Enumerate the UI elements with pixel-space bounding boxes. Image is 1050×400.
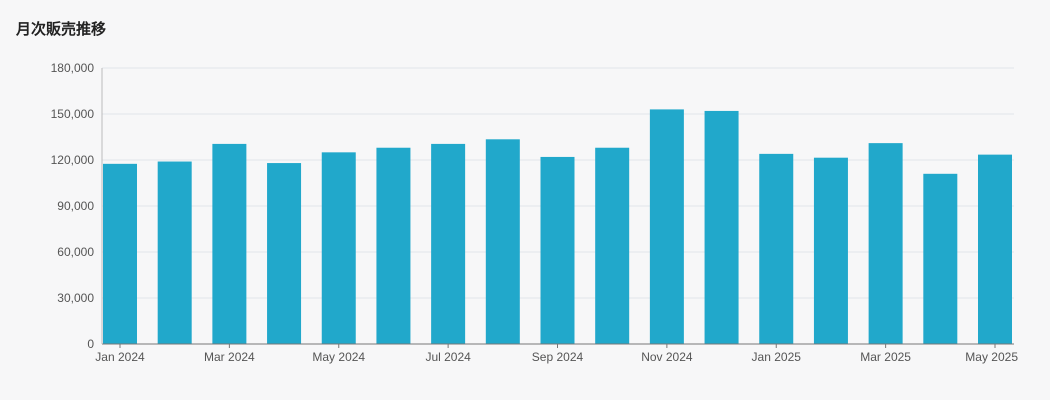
- bar[interactable]: [759, 153, 794, 344]
- bar[interactable]: [704, 110, 739, 344]
- bar[interactable]: [267, 163, 302, 344]
- bar[interactable]: [649, 109, 684, 345]
- y-tick-label: 60,000: [57, 245, 94, 259]
- bar[interactable]: [321, 152, 356, 344]
- y-tick-label: 30,000: [57, 291, 94, 305]
- bar-series: [103, 109, 1012, 345]
- bar[interactable]: [376, 147, 411, 344]
- bar[interactable]: [595, 147, 630, 344]
- bar[interactable]: [431, 143, 466, 344]
- x-tick-label: Jul 2024: [425, 350, 471, 364]
- x-axis-ticks: Jan 2024 Mar 2024 May 2024 Jul 2024 Sep 2024…: [95, 344, 1018, 364]
- y-tick-label: 0: [87, 337, 94, 351]
- y-axis-ticks: 0 30,000 60,000 90,000 120,000 150,000 180,000: [51, 61, 95, 351]
- x-tick-label: May 2024: [312, 350, 365, 364]
- bar[interactable]: [813, 157, 848, 344]
- bar[interactable]: [923, 173, 958, 344]
- bar[interactable]: [212, 143, 247, 344]
- bar[interactable]: [485, 139, 520, 344]
- bar[interactable]: [157, 161, 192, 344]
- bar[interactable]: [540, 156, 575, 344]
- x-tick-label: Nov 2024: [641, 350, 693, 364]
- bar[interactable]: [868, 143, 903, 344]
- y-tick-label: 90,000: [57, 199, 94, 213]
- x-tick-label: Jan 2024: [95, 350, 145, 364]
- x-tick-label: Jan 2025: [752, 350, 802, 364]
- x-tick-label: Mar 2025: [860, 350, 911, 364]
- y-tick-label: 150,000: [51, 107, 95, 121]
- x-tick-label: Sep 2024: [532, 350, 584, 364]
- y-tick-label: 120,000: [51, 153, 95, 167]
- x-tick-label: Mar 2024: [204, 350, 255, 364]
- bar[interactable]: [103, 163, 137, 344]
- x-tick-label: May 2025: [965, 350, 1018, 364]
- bar[interactable]: [978, 154, 1012, 344]
- chart-title: 月次販売推移: [16, 20, 107, 38]
- y-tick-label: 180,000: [51, 61, 95, 75]
